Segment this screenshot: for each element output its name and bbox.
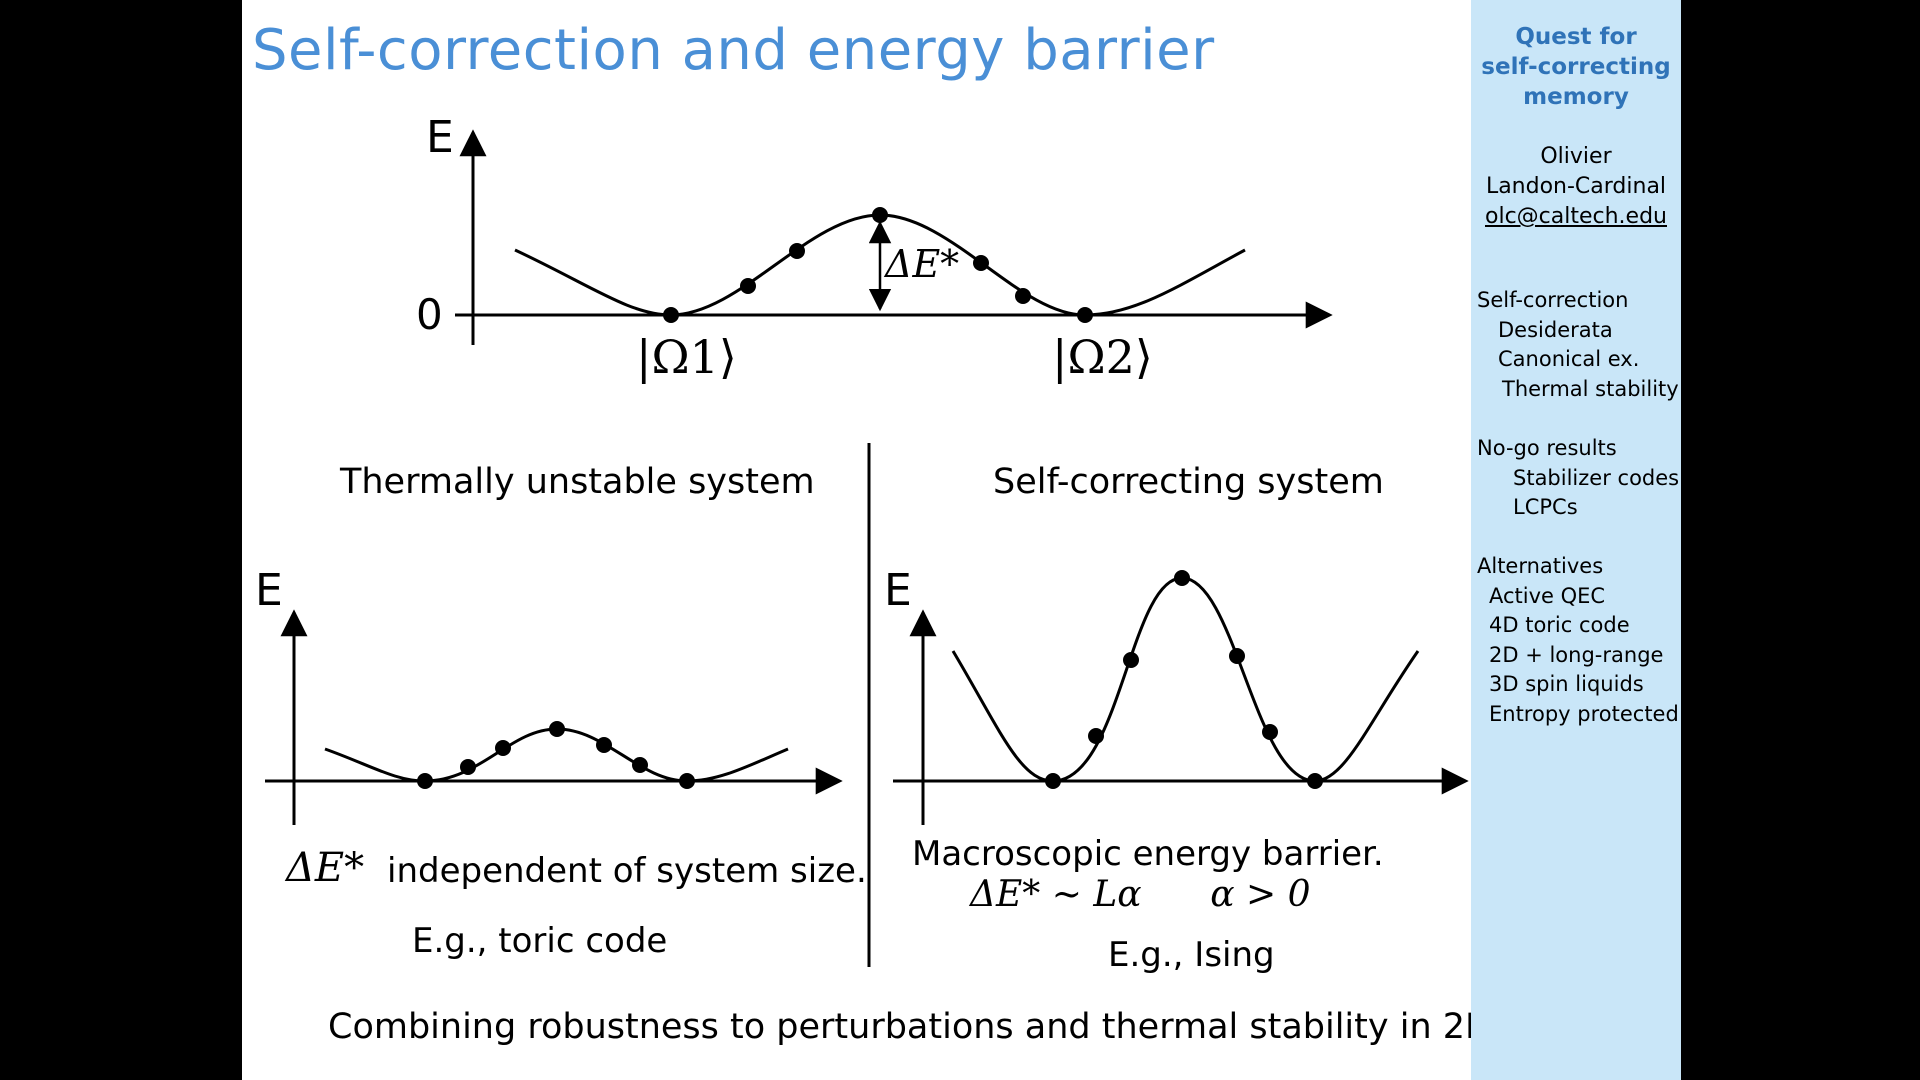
sidebar-heading-line: memory — [1523, 84, 1629, 110]
top-y-label: E — [426, 112, 454, 163]
left-point — [549, 721, 565, 737]
sidebar-heading: Quest for self-correcting memory — [1471, 22, 1681, 112]
left-point — [495, 740, 511, 756]
right-caption: Macroscopic energy barrier. — [912, 834, 1384, 874]
right-point — [1045, 773, 1061, 789]
left-panel-heading: Thermally unstable system — [340, 462, 815, 502]
top-point — [872, 207, 888, 223]
author-name-line: Olivier — [1540, 144, 1612, 169]
right-energy-curve — [951, 576, 1420, 783]
sidebar-outline-item[interactable]: LCPCs — [1513, 495, 1578, 519]
right-example: E.g., Ising — [1108, 935, 1275, 975]
top-point — [789, 243, 805, 259]
slide-footer: Combining robustness to perturbations an… — [328, 1007, 1511, 1047]
top-zero-label: 0 — [416, 290, 443, 339]
left-caption-math: ΔE* — [286, 845, 365, 891]
sidebar-outline-item[interactable]: Canonical ex. — [1498, 347, 1640, 371]
right-panel-heading: Self-correcting system — [993, 462, 1384, 502]
left-y-label: E — [255, 565, 283, 616]
left-point — [632, 757, 648, 773]
sidebar-outline-item[interactable]: 3D spin liquids — [1489, 672, 1644, 696]
sidebar-outline-item[interactable]: 2D + long-range — [1489, 643, 1664, 667]
left-curve-points — [417, 721, 695, 789]
author-email-link[interactable]: olc@caltech.edu — [1485, 204, 1667, 229]
sidebar-outline-item[interactable]: Active QEC — [1489, 584, 1606, 608]
right-curve-points — [1045, 570, 1323, 789]
right-point — [1262, 724, 1278, 740]
top-curve-points — [663, 207, 1093, 323]
sidebar-author: Olivier Landon-Cardinal olc@caltech.edu — [1471, 142, 1681, 232]
sidebar-heading-line: Quest for — [1515, 24, 1637, 50]
sidebar-outline-item[interactable]: Entropy protected — [1489, 702, 1679, 726]
left-point — [460, 759, 476, 775]
left-caption-text: independent of system size. — [387, 851, 867, 891]
top-point — [1015, 288, 1031, 304]
sidebar-outline-item[interactable]: Stabilizer codes — [1513, 466, 1680, 490]
top-point — [973, 255, 989, 271]
right-point — [1307, 773, 1323, 789]
sidebar-outline-item[interactable]: 4D toric code — [1489, 613, 1630, 637]
sidebar: Quest for self-correcting memory Olivier… — [1471, 0, 1681, 1080]
author-name-line: Landon-Cardinal — [1485, 174, 1667, 199]
barrier-label: ΔE* — [885, 242, 960, 286]
right-point — [1174, 570, 1190, 586]
left-point — [417, 773, 433, 789]
state-omega1-label: |Ω1⟩ — [636, 330, 737, 384]
top-point — [740, 278, 756, 294]
sidebar-heading-line: self-correcting — [1481, 54, 1671, 80]
state-omega2-label: |Ω2⟩ — [1052, 330, 1153, 384]
right-point — [1229, 648, 1245, 664]
sidebar-outline-item[interactable]: Alternatives — [1477, 554, 1604, 578]
sidebar-outline-item[interactable]: Self-correction — [1477, 288, 1629, 312]
sidebar-outline-item[interactable]: No-go results — [1477, 436, 1617, 460]
right-formula: ΔE* ~ Lα α > 0 — [970, 874, 1311, 915]
right-point — [1123, 652, 1139, 668]
slide-title: Self-correction and energy barrier — [252, 18, 1215, 83]
slide-canvas — [242, 0, 1471, 1080]
left-point — [679, 773, 695, 789]
top-point — [1077, 307, 1093, 323]
left-point — [596, 737, 612, 753]
top-point — [663, 307, 679, 323]
left-example: E.g., toric code — [412, 921, 668, 961]
right-point — [1088, 728, 1104, 744]
sidebar-outline-item[interactable]: Desiderata — [1498, 318, 1613, 342]
sidebar-outline-item[interactable]: Thermal stability — [1502, 377, 1679, 401]
right-y-label: E — [884, 565, 912, 616]
